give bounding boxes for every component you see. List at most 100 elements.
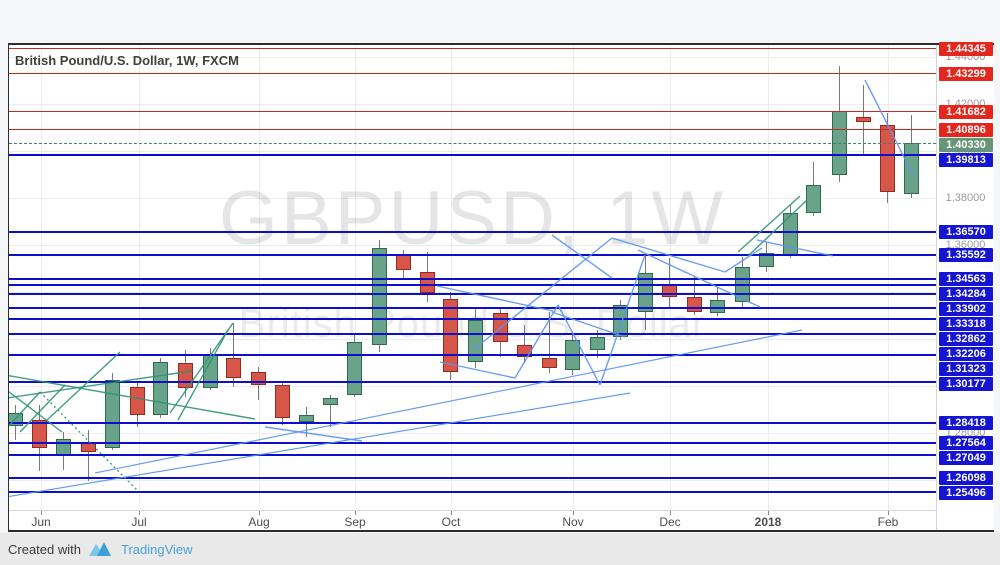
candle-body xyxy=(32,420,47,449)
trendline[interactable] xyxy=(9,392,631,498)
price-level-label: 1.27564 xyxy=(939,436,993,451)
chart-legend-title: British Pound/U.S. Dollar, 1W, FXCM xyxy=(15,53,239,68)
trendline[interactable] xyxy=(9,374,256,420)
price-level-label: 1.30177 xyxy=(939,376,993,391)
footer-bar: Created with TradingView xyxy=(0,533,1000,565)
level-line[interactable] xyxy=(9,253,936,256)
trendline[interactable] xyxy=(557,304,601,386)
horizontal-gridline xyxy=(9,386,936,387)
trendline[interactable] xyxy=(169,322,234,414)
horizontal-gridline xyxy=(9,480,936,481)
candle-body xyxy=(420,272,435,293)
trendline[interactable] xyxy=(514,304,559,379)
axis-corner xyxy=(936,510,994,530)
level-line[interactable] xyxy=(9,154,936,157)
vertical-gridline xyxy=(139,45,140,510)
time-axis-tick xyxy=(355,511,356,515)
level-line[interactable] xyxy=(9,353,936,356)
trendline[interactable] xyxy=(637,249,761,308)
candle-body xyxy=(638,273,653,312)
level-line[interactable] xyxy=(9,333,936,336)
price-level-label: 1.40896 xyxy=(939,122,993,137)
tradingview-link[interactable]: TradingView xyxy=(120,541,193,557)
price-level-label: 1.31323 xyxy=(939,361,993,376)
level-line[interactable] xyxy=(9,129,936,131)
vertical-gridline xyxy=(41,45,42,510)
chart-pane[interactable]: GBPUSD, 1W British Pound/U.S. Dollar Bri… xyxy=(9,45,936,510)
trendline-drawings[interactable] xyxy=(9,45,936,510)
price-scale[interactable]: 1.440001.420001.400001.380001.360001.340… xyxy=(936,41,994,510)
level-line[interactable] xyxy=(9,454,936,457)
trendline[interactable] xyxy=(9,391,41,430)
time-axis-tick xyxy=(768,511,769,515)
time-axis-label: Sep xyxy=(344,515,366,529)
level-line[interactable] xyxy=(9,476,936,479)
level-line[interactable] xyxy=(9,422,936,425)
trendline[interactable] xyxy=(436,285,554,312)
time-axis-label: Dec xyxy=(659,515,681,529)
horizontal-gridline xyxy=(9,433,936,434)
trendline[interactable] xyxy=(724,247,763,273)
time-axis-label: Nov xyxy=(562,515,584,529)
trendline[interactable] xyxy=(177,329,229,421)
price-level-label: 1.34563 xyxy=(939,271,993,286)
trendline[interactable] xyxy=(439,361,516,379)
time-axis-tick xyxy=(259,511,260,515)
price-level-label: 1.40330 xyxy=(939,137,993,152)
trendline[interactable] xyxy=(747,200,807,257)
price-level-label: 1.32862 xyxy=(939,331,993,346)
level-line[interactable] xyxy=(9,442,936,445)
tradingview-logo-icon[interactable] xyxy=(88,541,114,557)
trendline[interactable] xyxy=(599,254,646,386)
trendline[interactable] xyxy=(39,391,138,491)
level-line[interactable] xyxy=(9,111,936,112)
price-level-label: 1.44345 xyxy=(939,41,993,56)
level-line[interactable] xyxy=(9,284,936,287)
created-with-text: Created with xyxy=(8,541,81,557)
price-level-label: 1.35592 xyxy=(939,247,993,262)
vertical-gridline xyxy=(888,45,889,510)
level-line[interactable] xyxy=(9,277,936,280)
price-level-label: 1.41682 xyxy=(939,104,993,119)
trendline[interactable] xyxy=(94,329,803,474)
trendline[interactable] xyxy=(472,237,613,351)
trendline[interactable] xyxy=(9,370,193,399)
horizontal-gridline xyxy=(9,292,936,293)
trendline[interactable] xyxy=(264,426,363,442)
horizontal-gridline xyxy=(9,198,936,199)
candle-wick xyxy=(330,394,331,427)
horizontal-gridline xyxy=(9,151,936,152)
candle-body xyxy=(275,385,290,418)
price-level-label: 1.26098 xyxy=(939,470,993,485)
level-line[interactable] xyxy=(9,490,936,493)
horizontal-gridline xyxy=(9,57,936,58)
candle-body xyxy=(105,379,120,448)
trendline[interactable] xyxy=(551,234,613,279)
level-line[interactable] xyxy=(9,317,936,320)
level-line[interactable] xyxy=(9,142,936,144)
trendline[interactable] xyxy=(551,311,626,338)
candle-body xyxy=(542,358,557,368)
trendline[interactable] xyxy=(9,385,63,433)
level-line[interactable] xyxy=(9,230,936,233)
level-line[interactable] xyxy=(9,48,936,50)
vertical-gridline xyxy=(768,45,769,510)
time-axis-tick xyxy=(41,511,42,515)
time-axis-tick xyxy=(573,511,574,515)
trendline[interactable] xyxy=(737,195,801,253)
level-line[interactable] xyxy=(9,380,936,383)
trendline[interactable] xyxy=(864,79,914,176)
candle-body xyxy=(130,386,145,415)
time-axis[interactable]: Jun Jul Aug Sep Oct Nov Dec 2018 Feb xyxy=(9,510,936,530)
trendline[interactable] xyxy=(611,237,726,273)
trendline[interactable] xyxy=(19,384,66,433)
vertical-gridline xyxy=(355,45,356,510)
time-axis-label: Jun xyxy=(31,515,51,529)
price-level-label: 1.33318 xyxy=(939,316,993,331)
price-level-label: 1.34284 xyxy=(939,286,993,301)
level-line[interactable] xyxy=(9,307,936,309)
candle-body xyxy=(710,300,725,313)
trendline[interactable] xyxy=(46,351,121,421)
trendline[interactable] xyxy=(756,239,834,257)
level-line[interactable] xyxy=(9,73,936,74)
